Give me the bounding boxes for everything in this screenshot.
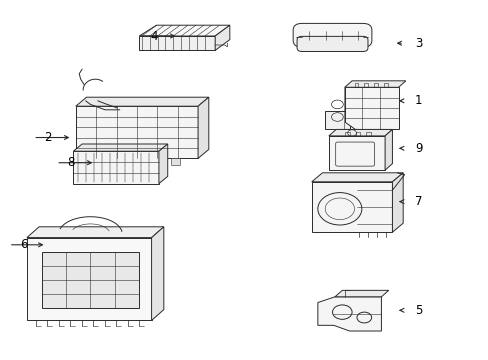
Polygon shape <box>391 173 402 232</box>
Text: 7: 7 <box>414 195 422 208</box>
Polygon shape <box>27 238 151 320</box>
Polygon shape <box>171 158 180 165</box>
Polygon shape <box>120 158 128 165</box>
Polygon shape <box>76 97 208 106</box>
FancyBboxPatch shape <box>297 36 367 51</box>
Polygon shape <box>328 130 391 136</box>
Text: 9: 9 <box>414 142 422 155</box>
Polygon shape <box>317 297 381 331</box>
Polygon shape <box>334 290 388 297</box>
Polygon shape <box>344 81 405 87</box>
Polygon shape <box>139 25 229 36</box>
Polygon shape <box>325 111 349 129</box>
Polygon shape <box>159 144 167 184</box>
Text: 2: 2 <box>44 131 52 144</box>
Polygon shape <box>154 158 163 165</box>
Text: 5: 5 <box>414 304 422 317</box>
Text: 1: 1 <box>414 94 422 107</box>
Polygon shape <box>73 151 159 184</box>
Polygon shape <box>151 227 163 320</box>
Polygon shape <box>27 227 163 238</box>
Polygon shape <box>215 25 229 50</box>
Text: 8: 8 <box>67 156 75 169</box>
Polygon shape <box>344 87 398 129</box>
Polygon shape <box>41 252 139 308</box>
FancyBboxPatch shape <box>292 23 371 47</box>
Polygon shape <box>73 144 167 151</box>
Polygon shape <box>139 36 215 50</box>
Polygon shape <box>198 97 208 158</box>
Text: 4: 4 <box>150 30 158 42</box>
Polygon shape <box>85 158 94 165</box>
Polygon shape <box>384 130 391 170</box>
Polygon shape <box>102 158 111 165</box>
Polygon shape <box>311 173 402 182</box>
Text: 6: 6 <box>20 238 27 251</box>
Polygon shape <box>311 182 391 232</box>
Polygon shape <box>76 106 198 158</box>
Polygon shape <box>137 158 145 165</box>
Polygon shape <box>328 136 384 170</box>
Text: 3: 3 <box>414 37 422 50</box>
